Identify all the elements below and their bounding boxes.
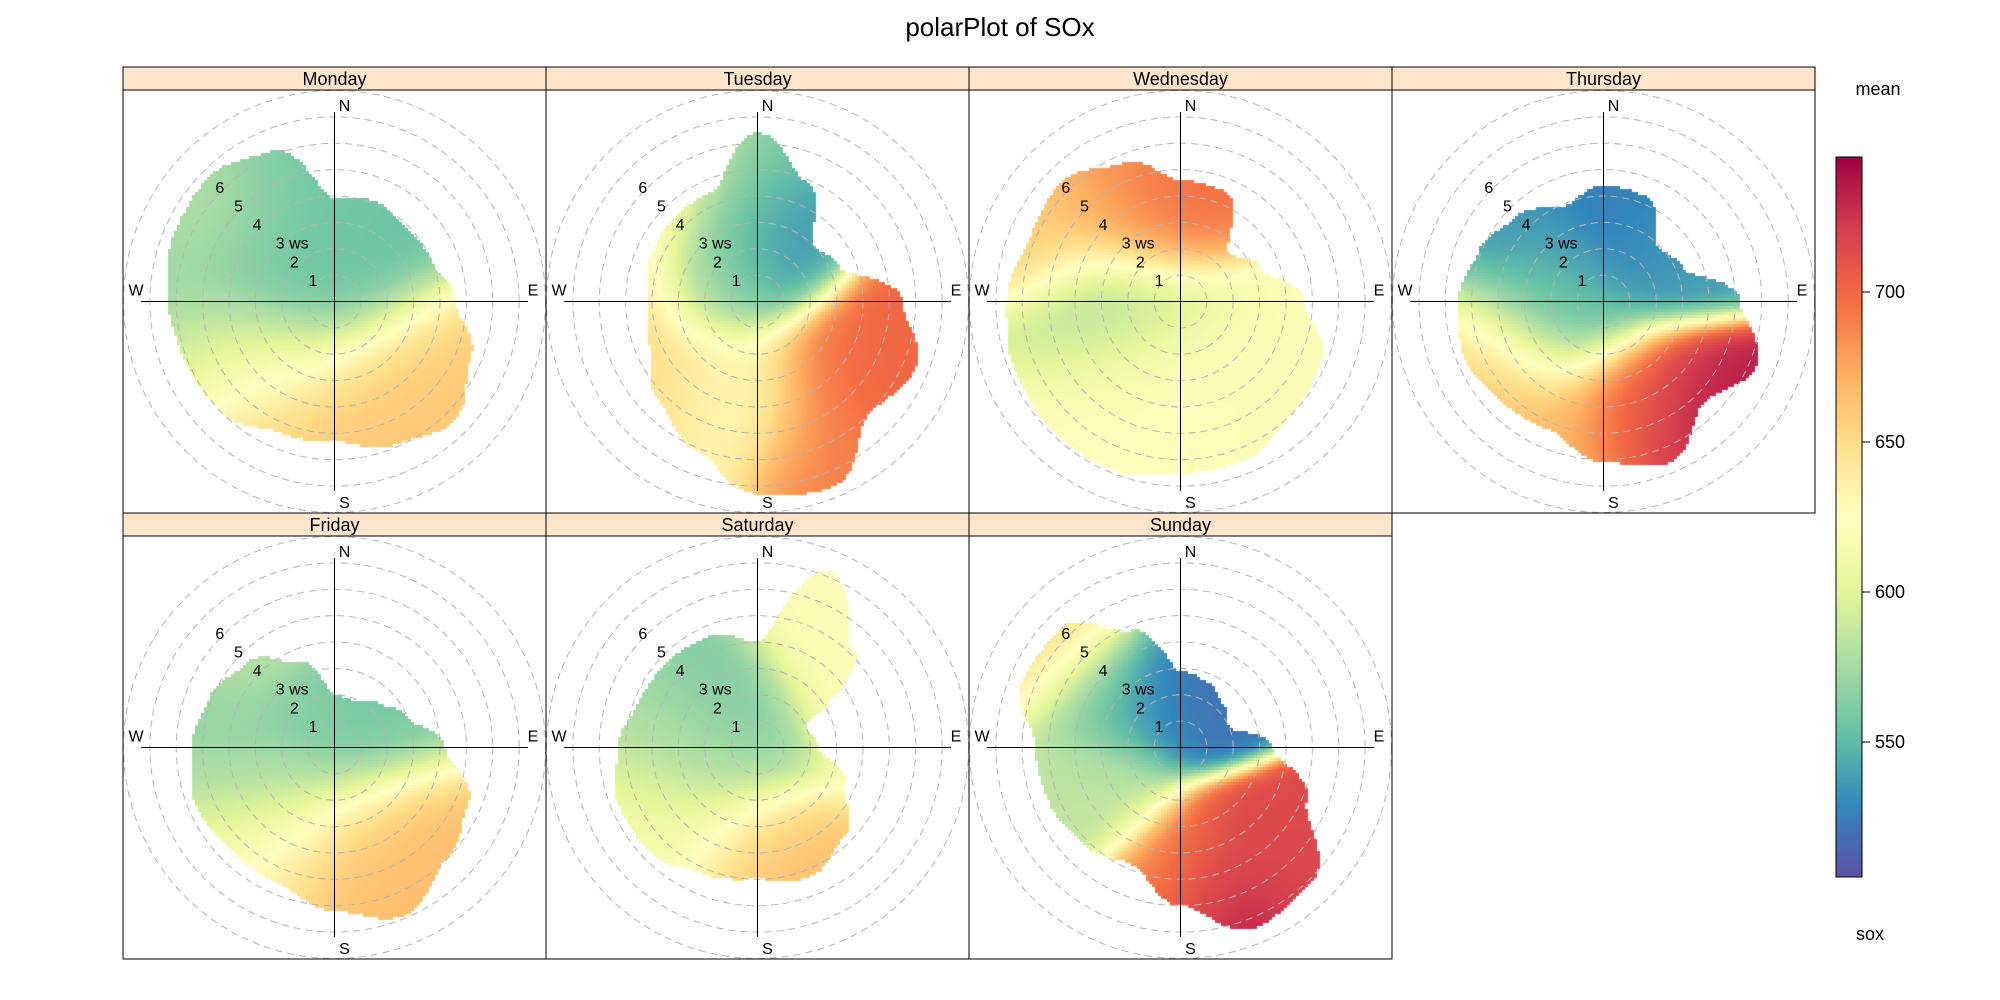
radial-tick-3: 3 ws (276, 236, 309, 253)
strip-label-saturday: Saturday (721, 515, 793, 535)
radial-tick-1: 1 (1155, 273, 1164, 290)
radial-tick-2: 2 (1559, 254, 1568, 271)
compass-w: W (1397, 283, 1413, 300)
compass-s: S (1608, 495, 1619, 512)
strip-label-wednesday: Wednesday (1133, 69, 1228, 89)
radial-tick-6: 6 (215, 626, 224, 643)
legend-title-sox: sox (1856, 924, 1884, 944)
compass-n: N (1608, 98, 1620, 115)
strip-label-monday: Monday (302, 69, 366, 89)
compass-n: N (762, 544, 774, 561)
compass-e: E (528, 283, 539, 300)
compass-e: E (1374, 283, 1385, 300)
panel-saturday: Saturday N E S W 123 ws 456 (545, 512, 970, 960)
radial-tick-1: 1 (309, 273, 318, 290)
radial-tick-3: 3 ws (276, 682, 309, 699)
legend-tick-label-600: 600 (1875, 582, 1905, 602)
compass-n: N (1185, 544, 1197, 561)
radial-tick-6: 6 (1061, 180, 1070, 197)
radial-tick-3: 3 ws (699, 682, 732, 699)
radial-tick-5: 5 (657, 644, 666, 661)
panel-border-sunday (968, 535, 1393, 960)
compass-s: S (339, 941, 350, 958)
radial-tick-6: 6 (638, 180, 647, 197)
strip-label-thursday: Thursday (1566, 69, 1641, 89)
radial-tick-5: 5 (234, 644, 243, 661)
radial-tick-3: 3 ws (1122, 682, 1155, 699)
radial-tick-1: 1 (732, 719, 741, 736)
radial-tick-1: 1 (1155, 719, 1164, 736)
radial-tick-5: 5 (234, 198, 243, 215)
radial-tick-2: 2 (1136, 254, 1145, 271)
compass-w: W (974, 729, 990, 746)
panel-thursday: Thursday N E S W 123 ws 456 (1391, 66, 1816, 514)
compass-n: N (1185, 98, 1197, 115)
radial-tick-2: 2 (290, 700, 299, 717)
panel-tuesday: Tuesday N E S W 123 ws 456 (545, 66, 970, 514)
compass-e: E (528, 729, 539, 746)
compass-n: N (339, 98, 351, 115)
compass-w: W (128, 729, 144, 746)
compass-n: N (339, 544, 351, 561)
radial-tick-1: 1 (309, 719, 318, 736)
compass-w: W (551, 729, 567, 746)
radial-tick-1: 1 (1578, 273, 1587, 290)
compass-e: E (951, 729, 962, 746)
radial-tick-5: 5 (1503, 198, 1512, 215)
compass-e: E (1797, 283, 1808, 300)
compass-e: E (951, 283, 962, 300)
radial-tick-4: 4 (1522, 217, 1531, 234)
radial-tick-5: 5 (657, 198, 666, 215)
compass-s: S (1185, 495, 1196, 512)
radial-tick-6: 6 (638, 626, 647, 643)
radial-tick-6: 6 (1484, 180, 1493, 197)
compass-s: S (762, 941, 773, 958)
legend-tick-label-700: 700 (1875, 282, 1905, 302)
strip-label-friday: Friday (309, 515, 359, 535)
radial-tick-4: 4 (676, 217, 685, 234)
radial-tick-4: 4 (1099, 217, 1108, 234)
legend-tick-label-650: 650 (1875, 432, 1905, 452)
compass-w: W (128, 283, 144, 300)
compass-n: N (762, 98, 774, 115)
compass-s: S (1185, 941, 1196, 958)
radial-tick-3: 3 ws (699, 236, 732, 253)
radial-tick-2: 2 (713, 700, 722, 717)
radial-tick-1: 1 (732, 273, 741, 290)
chart-title: polarPlot of SOx (905, 12, 1094, 42)
compass-w: W (974, 283, 990, 300)
radial-tick-4: 4 (253, 663, 262, 680)
strip-label-tuesday: Tuesday (723, 69, 791, 89)
panel-border-thursday (1391, 89, 1816, 514)
compass-w: W (551, 283, 567, 300)
panel-wednesday: Wednesday N E S W 123 ws 456 (968, 66, 1393, 514)
compass-s: S (339, 495, 350, 512)
radial-tick-2: 2 (713, 254, 722, 271)
compass-s: S (762, 495, 773, 512)
color-legend: mean sox 550 600 650 700 (1835, 79, 1905, 944)
radial-tick-2: 2 (290, 254, 299, 271)
radial-tick-3: 3 ws (1122, 236, 1155, 253)
radial-tick-6: 6 (1061, 626, 1070, 643)
legend-title-mean: mean (1855, 79, 1900, 99)
panel-friday: Friday N E S W 123 ws 456 (122, 512, 547, 960)
radial-tick-6: 6 (215, 180, 224, 197)
radial-tick-3: 3 ws (1545, 236, 1578, 253)
radial-tick-5: 5 (1080, 198, 1089, 215)
panel-sunday: Sunday N E S W 123 ws 456 (968, 512, 1393, 960)
radial-tick-4: 4 (1099, 663, 1108, 680)
panel-monday: Monday N E S W 123 ws 456 (122, 66, 547, 514)
radial-tick-5: 5 (1080, 644, 1089, 661)
strip-label-sunday: Sunday (1150, 515, 1211, 535)
color-key-bar (1835, 156, 1863, 878)
legend-tick-label-550: 550 (1875, 732, 1905, 752)
radial-tick-2: 2 (1136, 700, 1145, 717)
radial-tick-4: 4 (253, 217, 262, 234)
compass-e: E (1374, 729, 1385, 746)
radial-tick-4: 4 (676, 663, 685, 680)
